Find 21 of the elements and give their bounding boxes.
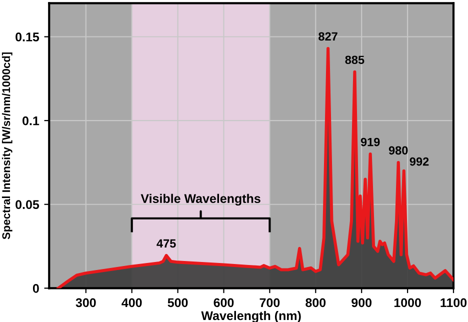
annotation: 827 [318,32,338,41]
annotation: 919 [360,138,380,146]
annotation: 992 [410,157,429,166]
x-tick-label: 600 [214,298,234,308]
x-tick-label: 1000 [394,298,421,308]
annotation: 885 [345,56,364,64]
x-tick-label: 900 [352,298,372,308]
y-tick-label: 0 [32,284,39,293]
x-tick-label: 400 [122,298,142,308]
y-tick-label: 0.05 [16,200,40,210]
annotation: 980 [388,146,408,155]
band-label: Visible Wavelengths [140,194,260,206]
x-tick-label: 1100 [440,298,467,308]
x-tick-label: 500 [168,298,188,308]
x-tick-label: 800 [306,298,326,308]
y-tick-label: 0.1 [22,116,40,126]
y-axis-title: Spectral Intensity [W/sr/nm/1000cd] [2,52,12,240]
x-tick-label: 700 [260,298,280,308]
annotation: 475 [156,239,176,248]
y-tick-label: 0.15 [16,32,40,42]
x-tick-label: 300 [76,298,96,308]
